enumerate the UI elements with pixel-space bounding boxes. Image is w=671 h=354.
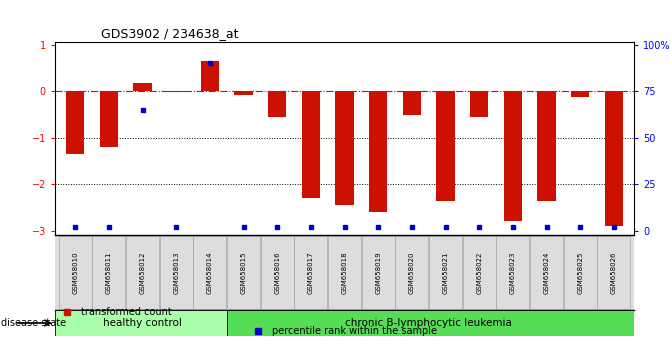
Text: healthy control: healthy control bbox=[103, 318, 182, 328]
Bar bbox=[328, 236, 361, 309]
Text: GSM658024: GSM658024 bbox=[544, 251, 550, 294]
Bar bbox=[530, 236, 563, 309]
Text: GSM658020: GSM658020 bbox=[409, 251, 415, 294]
Bar bbox=[605, 91, 623, 226]
Bar bbox=[59, 236, 92, 309]
Text: GSM658012: GSM658012 bbox=[140, 251, 146, 294]
Bar bbox=[403, 91, 421, 115]
Bar bbox=[160, 236, 193, 309]
Bar bbox=[362, 236, 395, 309]
Text: GSM658013: GSM658013 bbox=[173, 251, 179, 294]
Bar bbox=[66, 91, 85, 154]
Text: GSM658019: GSM658019 bbox=[375, 251, 381, 294]
Text: GSM658023: GSM658023 bbox=[510, 251, 516, 294]
Text: GSM658015: GSM658015 bbox=[241, 251, 246, 294]
Text: GSM658021: GSM658021 bbox=[443, 251, 448, 294]
Bar bbox=[336, 91, 354, 205]
Text: GSM658014: GSM658014 bbox=[207, 251, 213, 294]
Text: percentile rank within the sample: percentile rank within the sample bbox=[272, 326, 437, 336]
Bar bbox=[470, 91, 488, 117]
Bar bbox=[463, 236, 496, 309]
Bar bbox=[227, 310, 634, 336]
Bar bbox=[497, 236, 529, 309]
Bar bbox=[295, 236, 327, 309]
Bar bbox=[369, 91, 387, 212]
Text: GDS3902 / 234638_at: GDS3902 / 234638_at bbox=[101, 27, 239, 40]
Text: GSM658025: GSM658025 bbox=[577, 251, 583, 294]
Bar bbox=[261, 236, 294, 309]
Bar bbox=[126, 236, 159, 309]
Text: GSM658018: GSM658018 bbox=[342, 251, 348, 294]
Bar bbox=[193, 236, 226, 309]
Text: GSM658022: GSM658022 bbox=[476, 251, 482, 294]
Bar bbox=[537, 91, 556, 201]
Text: disease state: disease state bbox=[1, 318, 66, 328]
Text: GSM658026: GSM658026 bbox=[611, 251, 617, 294]
Bar bbox=[55, 310, 230, 336]
Text: transformed count: transformed count bbox=[81, 307, 172, 317]
Bar bbox=[227, 236, 260, 309]
Text: GSM658011: GSM658011 bbox=[106, 251, 112, 294]
Text: GSM658010: GSM658010 bbox=[72, 251, 79, 294]
Bar bbox=[597, 236, 630, 309]
Bar bbox=[564, 236, 597, 309]
Bar bbox=[234, 91, 253, 95]
Bar bbox=[429, 236, 462, 309]
Text: GSM658016: GSM658016 bbox=[274, 251, 280, 294]
Bar bbox=[436, 91, 455, 201]
Bar bbox=[302, 91, 320, 198]
Text: GSM658017: GSM658017 bbox=[308, 251, 314, 294]
Bar bbox=[201, 61, 219, 91]
Bar bbox=[268, 91, 287, 117]
Bar bbox=[395, 236, 428, 309]
Text: chronic B-lymphocytic leukemia: chronic B-lymphocytic leukemia bbox=[346, 318, 512, 328]
Bar bbox=[93, 236, 125, 309]
Bar bbox=[99, 91, 118, 147]
Bar bbox=[504, 91, 522, 222]
Bar bbox=[571, 91, 590, 97]
Bar bbox=[134, 83, 152, 91]
Bar bbox=[167, 91, 185, 92]
